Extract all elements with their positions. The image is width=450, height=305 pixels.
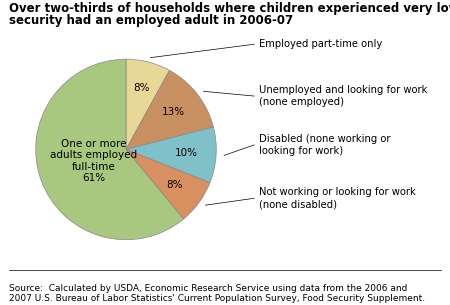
Wedge shape	[126, 70, 213, 149]
Text: Over two-thirds of households where children experienced very low food: Over two-thirds of households where chil…	[9, 2, 450, 15]
Text: Employed part-time only: Employed part-time only	[259, 39, 382, 49]
Text: 10%: 10%	[175, 148, 198, 158]
Text: security had an employed adult in 2006-07: security had an employed adult in 2006-0…	[9, 14, 293, 27]
Text: 8%: 8%	[166, 180, 183, 190]
Text: Unemployed and looking for work
(none employed): Unemployed and looking for work (none em…	[259, 85, 427, 107]
Wedge shape	[126, 127, 216, 183]
Text: Source:  Calculated by USDA, Economic Research Service using data from the 2006 : Source: Calculated by USDA, Economic Res…	[9, 284, 425, 303]
Text: 8%: 8%	[134, 83, 150, 93]
Text: One or more
adults employed
full-time
61%: One or more adults employed full-time 61…	[50, 139, 137, 184]
Wedge shape	[36, 59, 184, 240]
Wedge shape	[126, 59, 170, 149]
Text: Not working or looking for work
(none disabled): Not working or looking for work (none di…	[259, 188, 415, 209]
Text: Disabled (none working or
looking for work): Disabled (none working or looking for wo…	[259, 134, 390, 156]
Wedge shape	[126, 149, 210, 219]
Text: 13%: 13%	[162, 107, 185, 117]
